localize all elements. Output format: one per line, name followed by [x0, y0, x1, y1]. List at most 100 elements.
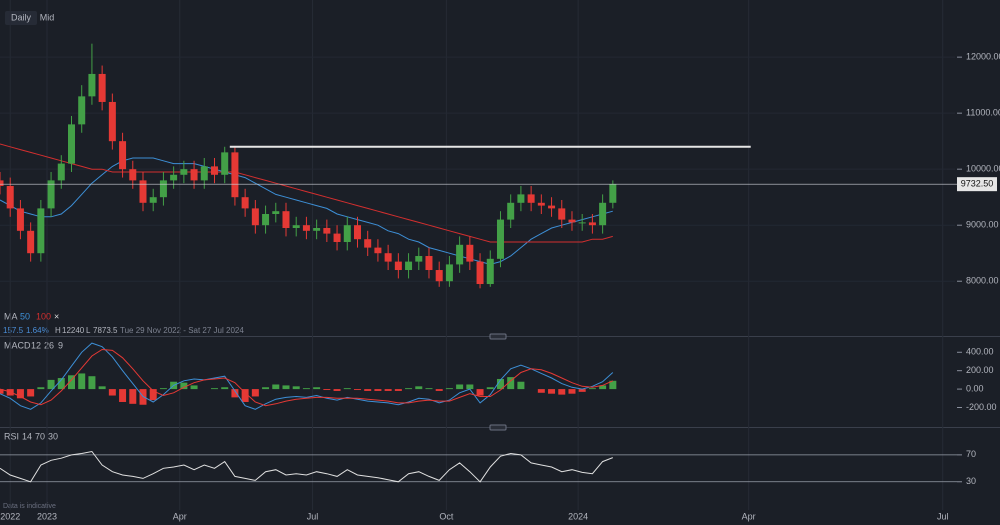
candle-body	[231, 152, 239, 198]
histogram-bar	[262, 387, 270, 390]
candle-body	[108, 101, 116, 142]
candle-body	[57, 163, 65, 181]
histogram-bar	[272, 384, 280, 390]
candle-body	[588, 222, 596, 226]
histogram-bar	[251, 389, 259, 397]
stat-change: 157.5	[3, 326, 24, 335]
histogram-bar	[517, 381, 525, 390]
candle-body	[129, 169, 137, 181]
histogram-bar	[456, 384, 464, 390]
candle-body	[527, 194, 535, 203]
histogram-bar	[108, 389, 116, 396]
macd-line	[0, 348, 614, 407]
candle-body	[496, 219, 504, 259]
candle-body	[241, 197, 249, 209]
x-tick-label: Jul	[307, 511, 319, 521]
x-tick-label: 2024	[568, 511, 588, 521]
candle-body	[170, 174, 178, 181]
indicator-param: 30	[48, 431, 58, 441]
y-tick-label: 200.00	[966, 365, 994, 375]
stat-high: 12240	[62, 326, 85, 335]
toolbar-button-bg[interactable]	[5, 11, 37, 25]
histogram-bar	[486, 387, 494, 390]
histogram-bar	[323, 389, 331, 391]
histogram-bar	[78, 373, 86, 390]
last-price-box	[957, 177, 997, 192]
candle-body	[210, 166, 218, 175]
candle-body	[313, 228, 321, 231]
indicator-param: 14	[22, 431, 32, 441]
histogram-bar	[476, 389, 484, 396]
candle-body	[262, 213, 270, 226]
histogram-bar	[507, 377, 515, 390]
histogram-bar	[548, 389, 556, 394]
candle-body	[159, 180, 167, 198]
stat-change-pct: 1.64%	[26, 326, 49, 335]
panel-handle[interactable]	[489, 333, 507, 340]
histogram-bar	[190, 385, 198, 390]
histogram-bar	[343, 388, 351, 390]
candle-body	[47, 180, 55, 209]
candle-body	[98, 73, 106, 102]
stat-range: Tue 29 Nov 2022 - Sat 27 Jul 2024	[120, 326, 244, 335]
candle-body	[6, 185, 14, 209]
stat-low: 7873.5	[93, 326, 118, 335]
histogram-bar	[364, 389, 372, 391]
histogram-bar	[313, 387, 321, 390]
toolbar-button[interactable]: Daily	[11, 12, 32, 22]
candle-body	[568, 219, 576, 223]
x-tick-label: Oct	[439, 511, 454, 521]
candle-body	[323, 228, 331, 234]
histogram-bar	[466, 384, 474, 390]
histogram-bar	[445, 388, 453, 390]
candle-body	[415, 256, 423, 262]
stat-high-label: H	[55, 326, 61, 335]
x-tick-label: 2023	[37, 511, 57, 521]
candle-body	[292, 225, 300, 229]
candle-body	[374, 247, 382, 254]
candle-body	[78, 96, 86, 125]
candle-body	[88, 73, 96, 97]
histogram-bar	[353, 389, 361, 391]
y-tick-label: 12000.00	[966, 52, 1000, 62]
indicator-param: 9	[58, 340, 63, 350]
last-price-label: 9732.50	[961, 179, 994, 189]
candle-body	[302, 225, 310, 231]
candle-body	[507, 202, 515, 220]
y-tick-label: 70	[966, 449, 976, 459]
candle-body	[466, 244, 474, 262]
histogram-bar	[415, 386, 423, 390]
candle-body	[537, 202, 545, 206]
panel-handle[interactable]	[489, 424, 507, 431]
candle-body	[272, 211, 280, 214]
histogram-bar	[537, 389, 545, 393]
y-tick-label: 11000.00	[966, 108, 1000, 118]
candle-body	[364, 239, 372, 248]
candle-body	[456, 244, 464, 265]
candle-body	[139, 180, 147, 203]
indicator-label: MA	[4, 311, 18, 321]
histogram-bar	[496, 378, 504, 390]
histogram-bar	[609, 380, 617, 390]
histogram-bar	[588, 388, 596, 390]
remove-icon[interactable]: ×	[54, 311, 59, 321]
histogram-bar	[159, 388, 167, 390]
candle-body	[119, 141, 127, 170]
histogram-bar	[302, 388, 310, 390]
candle-body	[251, 208, 259, 226]
x-tick-label: Apr	[742, 511, 756, 521]
candle-body	[200, 166, 208, 181]
candle-body	[548, 205, 556, 209]
histogram-bar	[394, 389, 402, 391]
footnote: Data is indicative	[3, 503, 56, 510]
moving-average	[0, 157, 613, 265]
histogram-bar	[98, 386, 106, 390]
histogram-bar	[241, 389, 249, 402]
y-tick-label: -200.00	[966, 402, 997, 412]
histogram-bar	[180, 382, 188, 390]
candle-body	[282, 211, 290, 229]
histogram-bar	[599, 385, 607, 390]
candle-body	[16, 208, 24, 231]
